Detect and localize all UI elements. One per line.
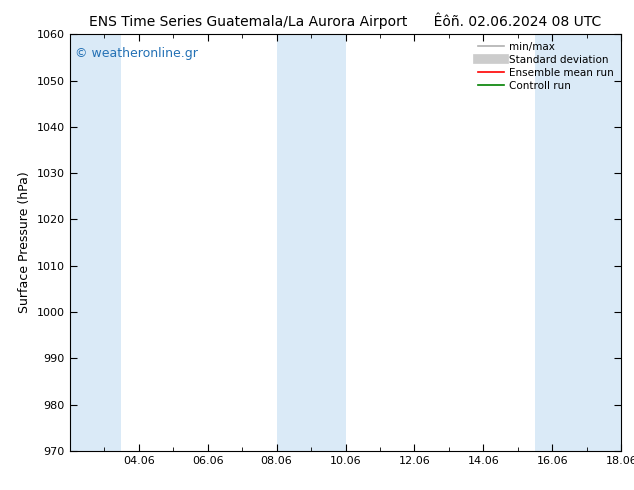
Legend: min/max, Standard deviation, Ensemble mean run, Controll run: min/max, Standard deviation, Ensemble me… (474, 37, 618, 95)
Bar (70, 34, 122, 451)
Bar (276, 34, 346, 451)
Text: © weatheronline.gr: © weatheronline.gr (75, 47, 198, 60)
Bar (535, 34, 621, 451)
Y-axis label: Surface Pressure (hPa): Surface Pressure (hPa) (18, 172, 31, 314)
Title: ENS Time Series Guatemala/La Aurora Airport      Êôñ. 02.06.2024 08 UTC: ENS Time Series Guatemala/La Aurora Airp… (89, 12, 602, 29)
